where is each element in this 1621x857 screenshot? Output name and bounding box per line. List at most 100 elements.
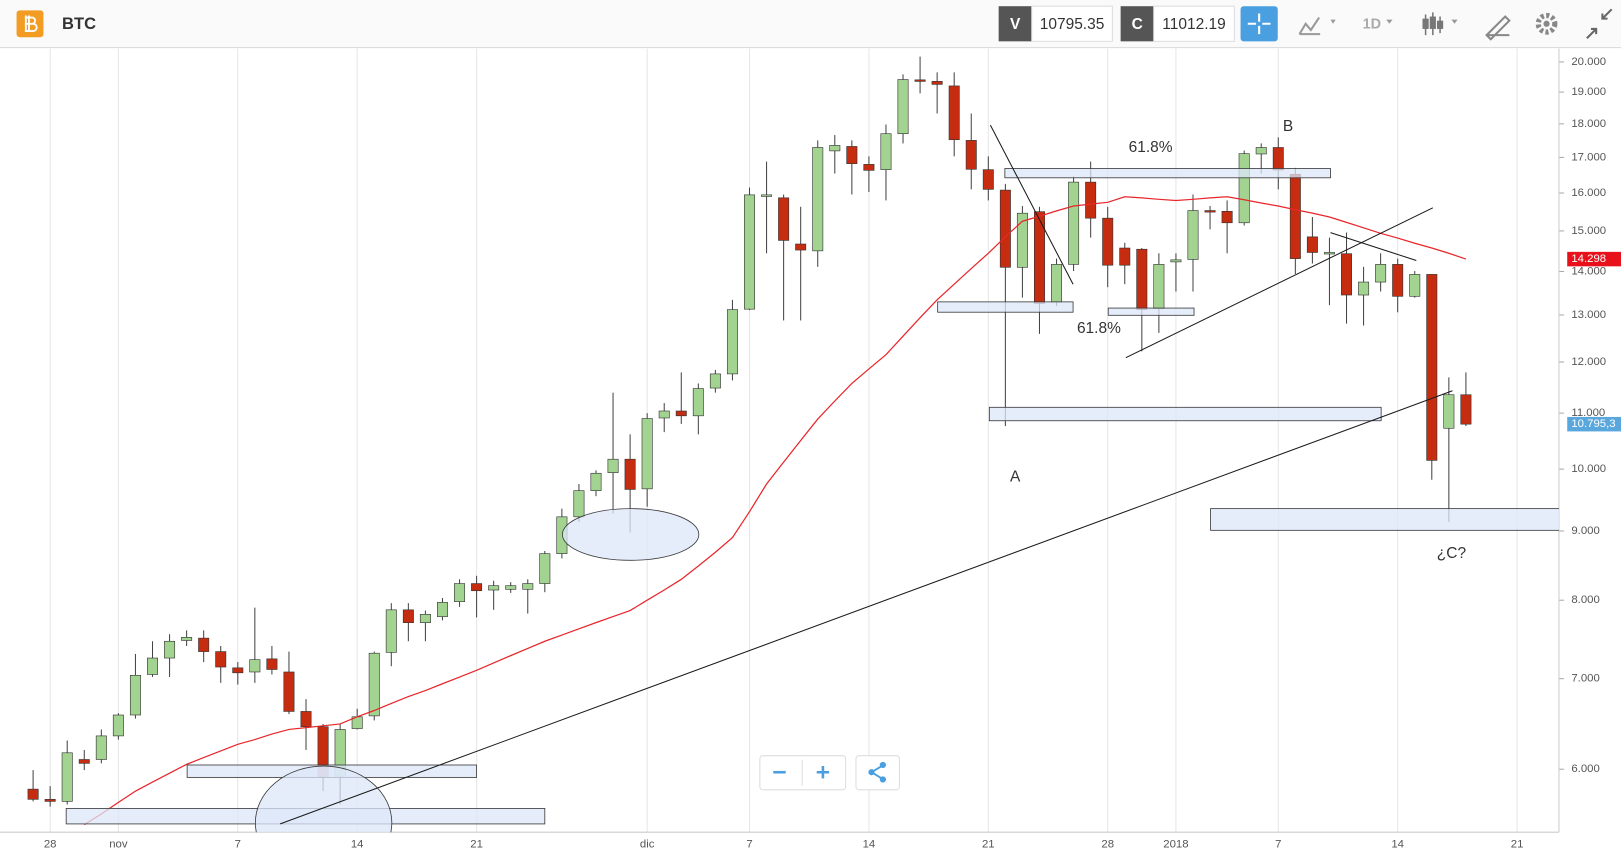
fib-zone [1107,307,1195,316]
candle-body [300,711,312,728]
interval-button[interactable]: 1D [1363,17,1393,33]
candle-body [744,194,755,310]
price-label-box [1567,416,1621,432]
x-tick-label: 21 [470,839,483,851]
crosshair-button[interactable] [1240,6,1278,42]
candle-body [1204,210,1216,213]
candle-body [215,651,227,668]
trend-line [1330,232,1417,262]
candle-body [1051,264,1063,303]
collapse[interactable] [1586,8,1613,39]
header-bar [0,0,1621,48]
annotation: 61.8% [1129,139,1173,156]
c-field [1153,5,1235,42]
zoom-in[interactable] [816,766,830,779]
candle-body [1460,394,1472,425]
candles-icon [1429,16,1436,29]
candle-body [590,472,602,491]
support-zone [988,406,1382,422]
candle-body [1034,211,1045,304]
candle-body [1119,247,1131,266]
candle-body [897,79,909,135]
y-tick-label: 17.000 [1571,151,1606,163]
trend-line [279,390,1453,825]
candle-body [1187,210,1199,260]
symbol: BTC [62,14,96,33]
caret [1451,19,1458,24]
header: BTC V 10795.35 C 11012.19 1D [0,0,1621,49]
y-tick-label: 15.000 [1571,225,1606,237]
y-tick-label: 16.000 [1571,187,1606,199]
candle-body [1358,281,1370,296]
candle-body [27,788,39,800]
candle-body [61,752,73,802]
candle-body [675,410,687,417]
candle-body [419,614,431,623]
candle-body [726,309,738,375]
candle-body [982,169,994,190]
fib-zone [937,301,1074,313]
drawings [65,124,1559,833]
annotation: A [1010,469,1021,486]
annotation: B [1283,118,1293,135]
x-tick-label: 21 [1511,839,1524,851]
target-zone [1210,508,1559,531]
v-badge [998,6,1032,42]
candle-body [812,147,824,252]
candle-body [436,602,448,617]
candle-body [1341,253,1352,296]
caret [1386,19,1393,24]
x-tick-label: 28 [44,839,57,851]
y-tick-label: 14.000 [1571,265,1606,277]
chart-type-icon [1298,17,1321,36]
y-tick-label: 7.000 [1571,673,1599,685]
x-tick-label: dic [640,839,655,851]
candle-body [880,133,892,170]
annotation: 61.8% [1077,320,1121,337]
trend-line [989,124,1074,285]
y-tick-label: 12.000 [1571,356,1606,368]
candle-body [1085,181,1097,219]
share-icon [868,769,875,776]
candle-body [129,674,141,716]
candle-body [471,583,483,592]
y-tick-label: 11.000 [1571,407,1605,419]
candle-body [1102,217,1114,266]
y-tick-label: 13.000 [1571,309,1606,321]
price-label-box [1567,251,1621,267]
price-label: 14.298 [1571,253,1606,265]
candle-body [164,640,176,659]
highlight-ellipse [254,765,393,833]
candle-body [95,735,107,760]
candle-body [1323,252,1335,255]
candle-body [147,657,158,675]
y-tick-label: 10.000 [1571,463,1606,475]
candles-button[interactable] [1422,12,1458,36]
share-icon [879,776,886,783]
candle-body [1375,264,1387,283]
candle-body [368,652,380,717]
chart-type-button[interactable] [1298,17,1336,36]
x-tick-label: 7 [1275,839,1281,851]
draw-tool[interactable] [1485,15,1511,41]
share-button[interactable] [855,755,900,791]
candle-body [488,585,500,591]
settings[interactable] [1535,12,1558,35]
x-tick-label: 14 [351,839,364,851]
candle-body [778,197,790,241]
candle-body [385,609,397,653]
candle-body [1255,147,1267,155]
candle-body [624,458,636,490]
candle-body [863,164,875,171]
candle-body [1426,274,1438,461]
candle-body [181,637,193,641]
x-tick-label: 14 [1391,839,1404,851]
candle-body [539,553,551,584]
crosshair-bg [1240,6,1278,42]
x-tick-label: 7 [746,839,752,851]
btc-glyph [24,15,38,33]
candle-body [1392,264,1404,297]
candle-body [112,714,124,737]
c-badge [1120,6,1154,42]
candle-body [658,410,670,419]
